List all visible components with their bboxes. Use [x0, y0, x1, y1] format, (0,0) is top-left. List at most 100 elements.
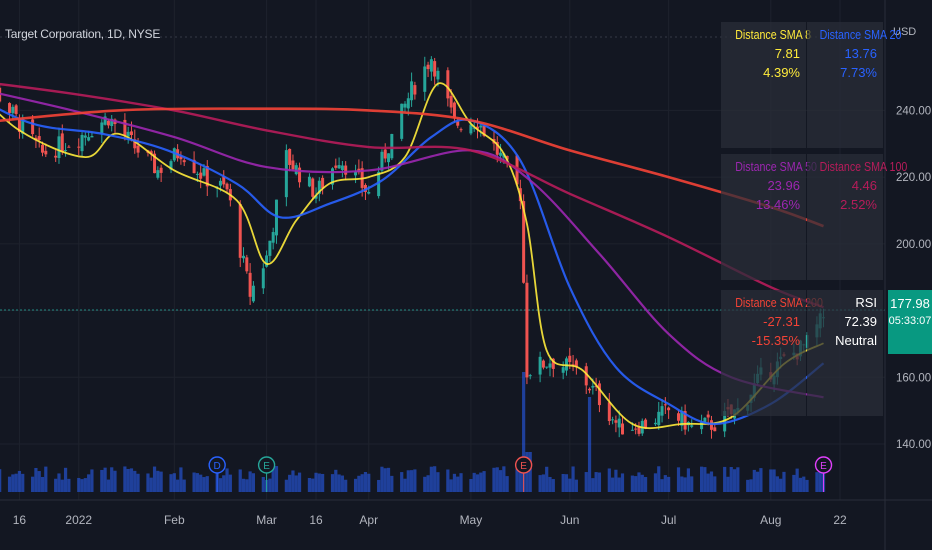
volume-bar: [377, 479, 381, 492]
volume-bar: [44, 466, 48, 492]
volume-bar: [426, 475, 430, 492]
candle-body: [87, 137, 91, 141]
candle-body: [588, 388, 592, 391]
bar-countdown: 05:33:07: [888, 315, 932, 327]
candle-body: [294, 165, 298, 175]
volume-bar: [818, 466, 822, 492]
candle-body: [83, 135, 87, 138]
volume-bar: [337, 474, 341, 492]
volume-bar: [482, 471, 486, 492]
candle-body: [406, 98, 410, 109]
candle-body: [611, 419, 615, 421]
volume-bar: [611, 477, 615, 492]
volume-bar: [251, 473, 256, 492]
volume-bar: [340, 475, 344, 492]
volume-bar: [169, 474, 173, 492]
candle-body: [129, 131, 133, 136]
candle-body: [123, 119, 127, 136]
volume-bar: [199, 474, 203, 492]
candle-body: [182, 160, 186, 163]
volume-bar: [37, 471, 41, 492]
candle-body: [54, 155, 58, 158]
volume-bar: [637, 472, 641, 492]
candle-body: [663, 404, 667, 406]
candle-body: [11, 106, 15, 114]
volume-bar: [83, 478, 87, 492]
volume-bar: [54, 478, 58, 492]
sma100-distance-panel: Distance SMA 100 4.46 2.52%: [807, 154, 908, 280]
volume-bar: [723, 466, 727, 492]
volume-bar: [729, 467, 733, 492]
event-marker: [208, 456, 226, 474]
volume-bar: [795, 468, 799, 492]
sma100-label: Distance SMA 100: [819, 159, 908, 174]
candle-body: [390, 133, 394, 159]
volume-bar: [709, 471, 714, 492]
candle-body: [551, 358, 555, 369]
candle-body: [538, 356, 542, 375]
volume-bar: [456, 476, 460, 492]
volume-bar: [87, 474, 91, 492]
volume-bar: [77, 477, 81, 492]
volume-bar: [597, 472, 602, 492]
candle-body: [617, 418, 621, 428]
volume-bar: [274, 466, 279, 492]
volume-bar: [657, 466, 661, 492]
x-tick-label: 22: [833, 513, 847, 527]
sma200-value: -27.31: [763, 314, 800, 329]
y-tick-label: 200.00: [896, 239, 931, 251]
candle-body: [67, 146, 71, 148]
candle-body: [677, 413, 681, 421]
volume-bar: [314, 472, 318, 492]
volume-bar: [403, 478, 407, 492]
candle-body: [380, 151, 384, 171]
volume-bar: [218, 478, 223, 492]
candle-body: [568, 355, 572, 363]
candle-body: [149, 151, 153, 154]
volume-bar: [179, 467, 183, 492]
candle-body: [159, 167, 163, 173]
time-axis[interactable]: 16 2022 Feb Mar 16 Apr May Jun Jul Aug 22: [13, 513, 847, 527]
y-tick-label: 160.00: [896, 372, 931, 384]
candle-body: [57, 136, 61, 158]
candle-body: [436, 70, 440, 80]
candle-body: [298, 167, 302, 183]
rsi-label: RSI: [855, 295, 877, 310]
candle-body: [680, 410, 684, 426]
candle-body: [479, 125, 483, 128]
sma20-percent: 7.73%: [840, 65, 877, 80]
candle-body: [284, 150, 288, 198]
volume-bar: [321, 473, 325, 492]
volume-bar: [492, 467, 496, 492]
candle-body: [713, 427, 717, 432]
volume-bar: [126, 468, 130, 492]
x-tick-label: 16: [13, 513, 27, 527]
candle-body: [446, 70, 450, 99]
volume-bar: [436, 472, 440, 492]
sma20-value: 13.76: [844, 46, 877, 61]
sma20-distance-panel: Distance SMA 20 13.76 7.73%: [807, 22, 901, 148]
volume-bar: [452, 473, 457, 492]
volume-bar: [495, 467, 499, 492]
candle-body: [64, 150, 68, 152]
volume-bar: [176, 479, 180, 492]
volume-bar: [756, 471, 760, 492]
volume-bar: [113, 470, 117, 492]
candle-body: [495, 141, 499, 155]
sma50-distance-panel: Distance SMA 50 23.96 13.46%: [721, 154, 817, 280]
volume-bar: [172, 473, 176, 492]
candle-body: [317, 180, 321, 194]
volume-bar: [736, 467, 740, 492]
candle-body: [548, 363, 552, 368]
volume-bar: [538, 475, 542, 492]
volume-bar: [334, 469, 338, 492]
candle-body: [331, 168, 334, 185]
candle-body: [340, 165, 344, 171]
volume-bar: [129, 468, 134, 492]
candle-body: [271, 232, 275, 243]
candle-body: [172, 148, 176, 161]
candle-body: [195, 173, 199, 175]
